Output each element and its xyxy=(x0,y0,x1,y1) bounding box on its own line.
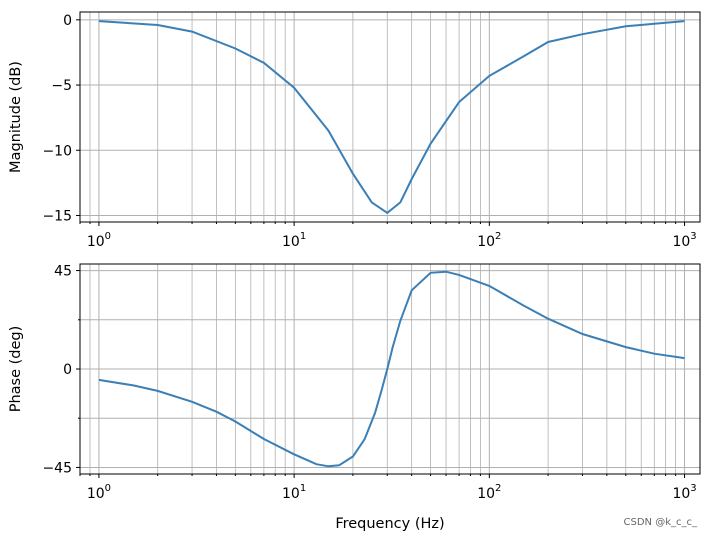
magnitude-ylabel: Magnitude (dB) xyxy=(8,61,24,173)
y-tick-label: 45 xyxy=(54,264,72,280)
magnitude-grid xyxy=(79,12,700,222)
phase-ylabel: Phase (deg) xyxy=(8,326,24,413)
x-tick-label: 100 xyxy=(87,231,111,250)
y-tick-label: −45 xyxy=(42,460,72,476)
x-tick-label: 103 xyxy=(672,231,696,250)
x-tick-label: 100 xyxy=(87,483,111,502)
magnitude-series-line xyxy=(98,20,685,215)
x-tick-label: 101 xyxy=(282,483,306,502)
x-tick-label: 103 xyxy=(672,483,696,502)
magnitude-ticks: 0 −5 −10 −15 100 101 102 103 xyxy=(42,13,696,250)
y-tick-label: −15 xyxy=(42,208,72,224)
phase-series-line xyxy=(98,270,685,468)
y-tick-label: 0 xyxy=(63,13,72,29)
magnitude-axes-frame xyxy=(80,12,700,222)
phase-xlabel: Frequency (Hz) xyxy=(335,516,444,532)
phase-subplot: 45 0 −45 100 101 102 103 Phase (deg) Frequency… xyxy=(8,263,701,532)
x-tick-label: 102 xyxy=(477,231,501,250)
y-tick-label: −10 xyxy=(42,143,72,159)
watermark-text: CSDN @k_c_c_ xyxy=(623,517,697,528)
x-tick-label: 101 xyxy=(282,231,306,250)
magnitude-subplot: 0 −5 −10 −15 100 101 102 103 Magnitude (dB) xyxy=(8,11,701,250)
x-tick-label: 102 xyxy=(477,483,501,502)
phase-ticks: 45 0 −45 100 101 102 103 xyxy=(42,264,696,502)
y-tick-label: −5 xyxy=(51,78,72,94)
magnitude-axes-border xyxy=(79,11,701,223)
y-tick-label: 0 xyxy=(63,362,72,378)
